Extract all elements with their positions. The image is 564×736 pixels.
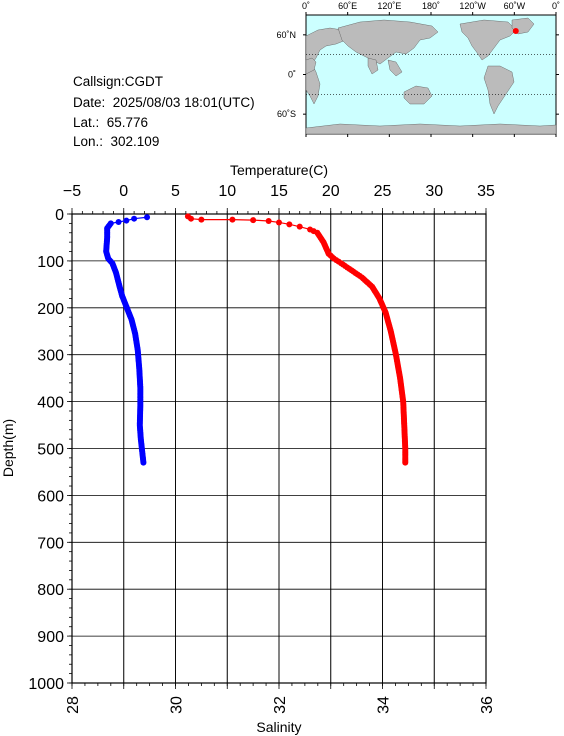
bottom-tick-label: 30 xyxy=(169,696,186,714)
map-frame-ticks xyxy=(303,12,559,137)
y-tick-label: 300 xyxy=(37,348,64,365)
temperature-point xyxy=(276,219,282,226)
salinity-point xyxy=(115,218,122,225)
chart-grid xyxy=(71,213,487,684)
y-tick-label: 200 xyxy=(37,301,64,318)
depth-axis-label: Depth(m) xyxy=(0,419,16,477)
location-map: 0˚ 60˚E 120˚E 180˚ 120˚W 60˚W 0˚ 60˚N 0˚ 60˚S xyxy=(276,1,560,137)
map-lon-label: 180˚ xyxy=(422,1,440,11)
temperature-point xyxy=(250,217,257,224)
y-tick-labels: 0 100 200 300 400 500 600 700 800 900 1000 xyxy=(28,207,64,693)
longitude-text: Lon.: 302.109 xyxy=(73,134,160,149)
map-lat-label: 60˚N xyxy=(276,30,296,40)
latitude-text: Lat.: 65.776 xyxy=(73,115,149,130)
y-tick-label: 400 xyxy=(37,395,64,412)
salinity-point xyxy=(131,215,138,222)
temperature-profile-line xyxy=(187,215,406,463)
map-lon-label: 0˚ xyxy=(552,1,560,11)
date-text: Date: 2025/08/03 18:01(UTC) xyxy=(73,95,255,110)
y-tick-label: 600 xyxy=(37,488,64,505)
top-tick-label: 25 xyxy=(374,183,392,200)
top-tick-label: −5 xyxy=(63,183,81,200)
map-lat-label: 60˚S xyxy=(277,109,296,119)
bottom-tick-label: 32 xyxy=(272,696,289,714)
top-tick-labels: −5 0 5 10 15 20 25 30 35 xyxy=(63,183,495,200)
bottom-tick-label: 28 xyxy=(65,696,82,714)
map-lon-label: 120˚E xyxy=(377,1,401,11)
salinity-axis-label: Salinity xyxy=(256,719,301,735)
top-tick-label: 20 xyxy=(322,183,340,200)
map-lat-labels: 60˚N 0˚ 60˚S xyxy=(276,30,296,119)
y-tick-label: 1000 xyxy=(28,676,64,693)
map-lat-label: 0˚ xyxy=(288,70,296,80)
top-tick-label: 30 xyxy=(425,183,443,200)
salinity-point xyxy=(140,459,147,466)
temperature-point xyxy=(265,218,272,225)
y-tick-label: 900 xyxy=(37,629,64,646)
y-tick-label: 0 xyxy=(55,207,64,224)
map-land xyxy=(305,17,557,135)
top-tick-label: 15 xyxy=(270,183,288,200)
y-tick-label: 700 xyxy=(37,535,64,552)
map-lon-label: 60˚E xyxy=(338,1,357,11)
temperature-point xyxy=(229,216,236,223)
temperature-point xyxy=(286,221,293,228)
top-tick-label: 10 xyxy=(218,183,236,200)
temperature-point xyxy=(296,223,303,230)
callsign-text: Callsign:CGDT xyxy=(73,74,164,89)
series-layer xyxy=(103,213,409,466)
map-lon-label: 0˚ xyxy=(302,1,310,11)
map-lon-label: 120˚W xyxy=(459,1,486,11)
bottom-tick-label: 34 xyxy=(376,696,393,714)
salinity-point xyxy=(144,214,151,221)
temperature-axis-label: Temperature(C) xyxy=(230,162,328,178)
map-lon-label: 60˚W xyxy=(504,1,526,11)
temperature-point xyxy=(198,216,205,223)
plot-frame xyxy=(71,213,487,684)
temperature-point xyxy=(402,459,409,466)
temperature-point xyxy=(188,215,195,222)
top-tick-label: 5 xyxy=(171,183,180,200)
station-marker xyxy=(512,28,519,35)
top-tick-label: 35 xyxy=(477,183,495,200)
map-lon-labels: 0˚ 60˚E 120˚E 180˚ 120˚W 60˚W 0˚ xyxy=(302,1,560,11)
salinity-point xyxy=(123,217,130,224)
y-tick-label: 800 xyxy=(37,582,64,599)
top-tick-label: 0 xyxy=(119,183,128,200)
y-tick-label: 100 xyxy=(37,254,64,271)
bottom-tick-labels: 28 30 32 34 36 xyxy=(65,696,496,714)
y-tick-label: 500 xyxy=(37,442,64,459)
bottom-tick-label: 36 xyxy=(479,696,496,714)
